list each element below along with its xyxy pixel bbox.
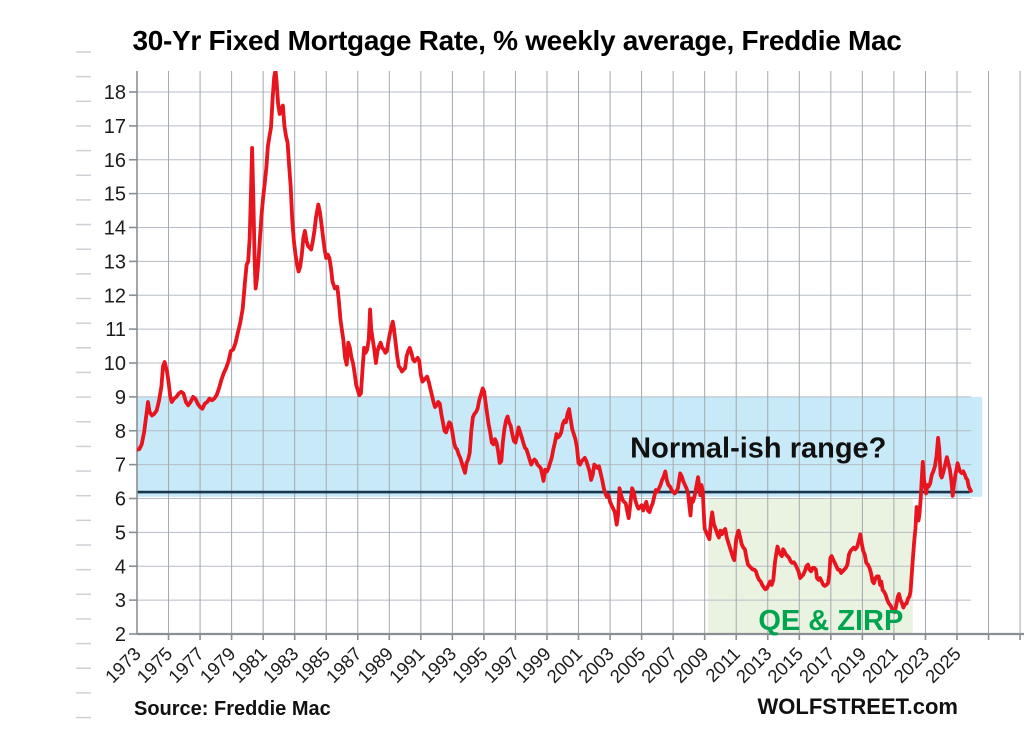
y-tick-label: 7	[115, 455, 126, 477]
source-note: Source: Freddie Mac	[134, 698, 331, 720]
y-tick-label: 17	[104, 116, 126, 138]
y-tick-label: 12	[104, 285, 126, 307]
y-tick-label: 13	[104, 251, 126, 273]
y-tick-label: 10	[104, 353, 126, 375]
y-tick-label: 18	[104, 82, 126, 104]
y-tick-label: 2	[115, 624, 126, 646]
y-tick-label: 9	[115, 387, 126, 409]
y-tick-label: 8	[115, 421, 126, 443]
y-tick-label: 14	[104, 218, 126, 240]
y-tick-label: 15	[104, 184, 126, 206]
mortgage-rate-line	[137, 71, 973, 614]
qe-zirp-annotation: QE & ZIRP	[758, 605, 903, 637]
y-tick-label: 16	[104, 150, 126, 172]
wolfstreet-watermark: WOLFSTREET.com	[757, 694, 958, 719]
y-tick-label: 11	[105, 319, 126, 341]
normal-range-band	[137, 396, 983, 497]
x-tick-label: 2025	[921, 643, 965, 687]
y-tick-label: 3	[115, 590, 126, 612]
y-tick-label: 4	[115, 556, 126, 578]
normal-range-annotation: Normal-ish range?	[630, 433, 886, 465]
x-tick-label: 2011	[701, 643, 744, 686]
y-tick-label: 5	[115, 522, 126, 544]
y-tick-label: 6	[115, 489, 126, 511]
chart-title: 30-Yr Fixed Mortgage Rate, % weekly aver…	[132, 25, 902, 56]
